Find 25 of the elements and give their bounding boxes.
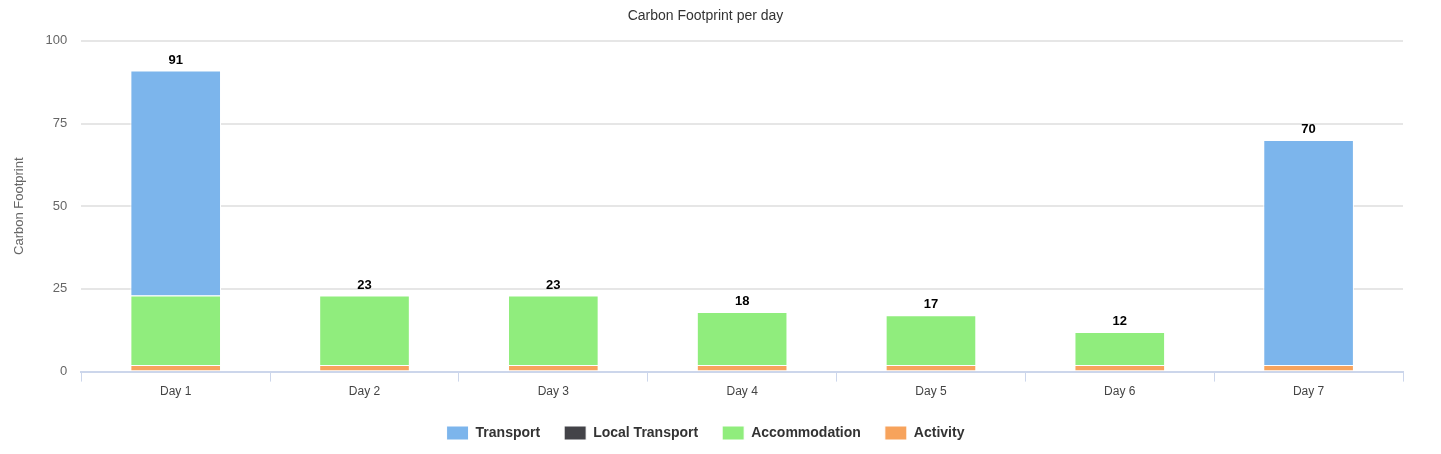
total-label: 91 — [168, 51, 183, 67]
legend-label: Activity — [913, 423, 965, 440]
total-label: 18 — [734, 293, 750, 309]
y-tick-label: 75 — [52, 115, 68, 131]
y-tick-label: 50 — [52, 197, 68, 213]
y-axis-title: Carbon Footprint — [11, 157, 27, 255]
legend-label: Transport — [475, 423, 541, 440]
x-tick-label: Day 6 — [1104, 384, 1136, 399]
total-label: 23 — [357, 276, 372, 292]
x-tick-label: Day 7 — [1292, 384, 1325, 399]
y-tick-label: 100 — [45, 32, 68, 48]
total-label: 23 — [546, 276, 561, 292]
x-tick-label: Day 5 — [915, 384, 947, 399]
y-tick-label: 0 — [60, 363, 68, 379]
chart-title: Carbon Footprint per day — [627, 7, 784, 24]
total-label: 70 — [1301, 121, 1316, 137]
legend-label: Local Transport — [593, 423, 699, 440]
total-label: 12 — [1112, 312, 1128, 328]
y-tick-label: 25 — [52, 280, 68, 296]
total-label: 17 — [923, 296, 939, 312]
x-tick-label: Day 1 — [160, 384, 192, 399]
x-tick-label: Day 3 — [537, 384, 570, 399]
x-tick-label: Day 4 — [726, 384, 759, 399]
legend-label: Accommodation — [751, 423, 861, 440]
x-tick-label: Day 2 — [348, 384, 381, 399]
